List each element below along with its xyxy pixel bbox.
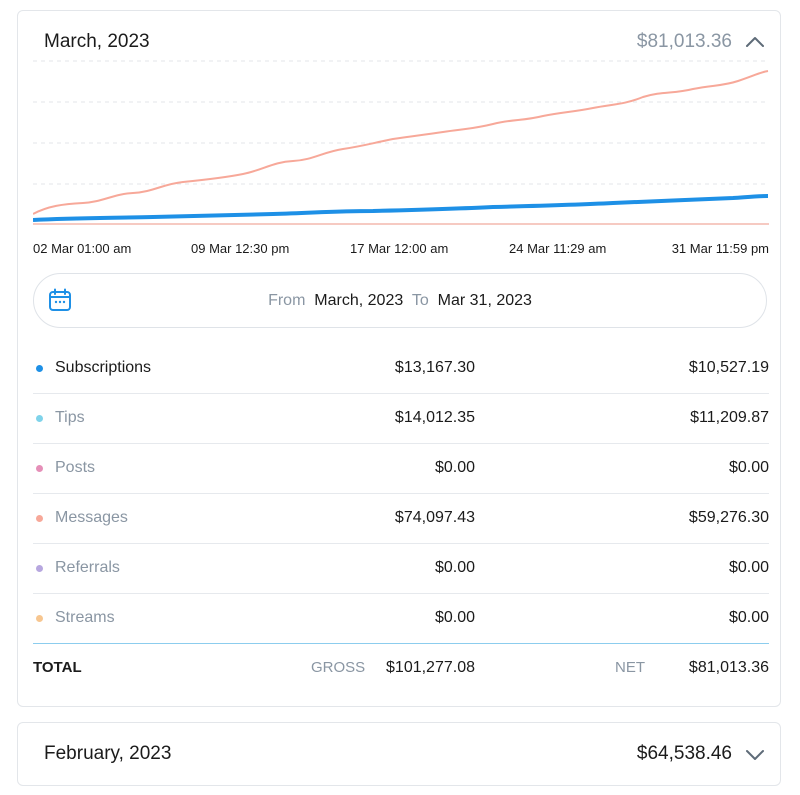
legend-dot xyxy=(36,615,43,622)
month-header-right: $64,538.46 xyxy=(637,743,766,765)
total-gross: $101,277.08 xyxy=(386,659,475,676)
month-header-right: $81,013.36 xyxy=(637,31,766,53)
month-total: $64,538.46 xyxy=(636,743,732,764)
legend-dot xyxy=(36,415,43,422)
earnings-row-streams: Streams $0.00 $0.00 xyxy=(33,594,769,643)
legend-dot xyxy=(36,465,43,472)
x-tick-label: 02 Mar 01:00 am xyxy=(33,241,132,256)
chart-grid xyxy=(33,60,769,225)
range-from-value[interactable]: March, 2023 xyxy=(314,291,404,309)
row-label: Posts xyxy=(55,459,96,476)
earnings-row-messages: Messages $74,097.43 $59,276.30 xyxy=(33,494,769,544)
row-label: Messages xyxy=(55,509,128,526)
row-gross: $13,167.30 xyxy=(394,359,475,376)
row-net: $10,527.19 xyxy=(688,359,769,376)
legend-dot xyxy=(36,365,43,372)
month-title: March, 2023 xyxy=(44,31,150,52)
row-label: Streams xyxy=(55,609,115,626)
row-net: $11,209.87 xyxy=(690,409,769,426)
calendar-icon[interactable] xyxy=(48,288,72,312)
total-label: TOTAL xyxy=(33,659,82,676)
row-net: $0.00 xyxy=(728,609,769,626)
x-tick-label: 09 Mar 12:30 pm xyxy=(191,241,290,256)
earnings-row-referrals: Referrals $0.00 $0.00 xyxy=(33,544,769,594)
earnings-row-subscriptions: Subscriptions $13,167.30 $10,527.19 xyxy=(33,344,769,394)
row-label: Subscriptions xyxy=(55,359,152,376)
row-gross: $0.00 xyxy=(434,609,475,626)
earnings-line-chart xyxy=(33,60,769,225)
x-tick-label: 24 Mar 11:29 am xyxy=(509,241,607,256)
chevron-down-icon[interactable] xyxy=(744,743,766,765)
month-card-march: March, 2023 $81,013.36 02 Mar 01:00 am 0… xyxy=(17,10,781,707)
total-net: $81,013.36 xyxy=(688,659,769,676)
row-net: $59,276.30 xyxy=(688,509,769,526)
row-net: $0.00 xyxy=(728,459,769,476)
row-net: $0.00 xyxy=(728,559,769,576)
range-to-value[interactable]: Mar 31, 2023 xyxy=(437,291,532,309)
month-card-february[interactable]: February, 2023 $64,538.46 xyxy=(17,722,781,786)
legend-dot xyxy=(36,565,43,572)
earnings-row-tips: Tips $14,012.35 $11,209.87 xyxy=(33,394,769,444)
range-from-label: From xyxy=(268,291,306,309)
date-range-text: From March, 2023 To Mar 31, 2023 xyxy=(34,292,766,310)
month-total: $81,013.36 xyxy=(636,31,732,52)
chart-x-axis: 02 Mar 01:00 am 09 Mar 12:30 pm 17 Mar 1… xyxy=(33,241,769,257)
x-tick-label: 31 Mar 11:59 pm xyxy=(671,241,769,256)
row-gross: $0.00 xyxy=(434,559,475,576)
earnings-breakdown-table: Subscriptions $13,167.30 $10,527.19 Tips… xyxy=(33,344,769,692)
month-card-header[interactable]: February, 2023 $64,538.46 xyxy=(44,743,766,765)
row-label: Referrals xyxy=(55,559,120,576)
net-label: NET xyxy=(615,659,645,676)
gross-label: GROSS xyxy=(311,659,366,676)
row-gross: $0.00 xyxy=(434,459,475,476)
legend-dot xyxy=(36,515,43,522)
range-to-label: To xyxy=(411,291,429,309)
subscriptions-series-line xyxy=(33,194,769,222)
row-gross: $14,012.35 xyxy=(394,409,475,426)
earnings-total-row: TOTAL GROSS $101,277.08 NET $81,013.36 xyxy=(33,643,769,692)
earnings-row-posts: Posts $0.00 $0.00 xyxy=(33,444,769,494)
month-title: February, 2023 xyxy=(44,743,172,764)
row-gross: $74,097.43 xyxy=(394,509,475,526)
chevron-up-icon[interactable] xyxy=(744,31,766,53)
messages-series-line xyxy=(33,70,769,215)
date-range-picker[interactable]: From March, 2023 To Mar 31, 2023 xyxy=(33,273,767,328)
month-card-header[interactable]: March, 2023 $81,013.36 xyxy=(44,31,766,53)
x-tick-label: 17 Mar 12:00 am xyxy=(350,241,449,256)
row-label: Tips xyxy=(55,409,85,426)
